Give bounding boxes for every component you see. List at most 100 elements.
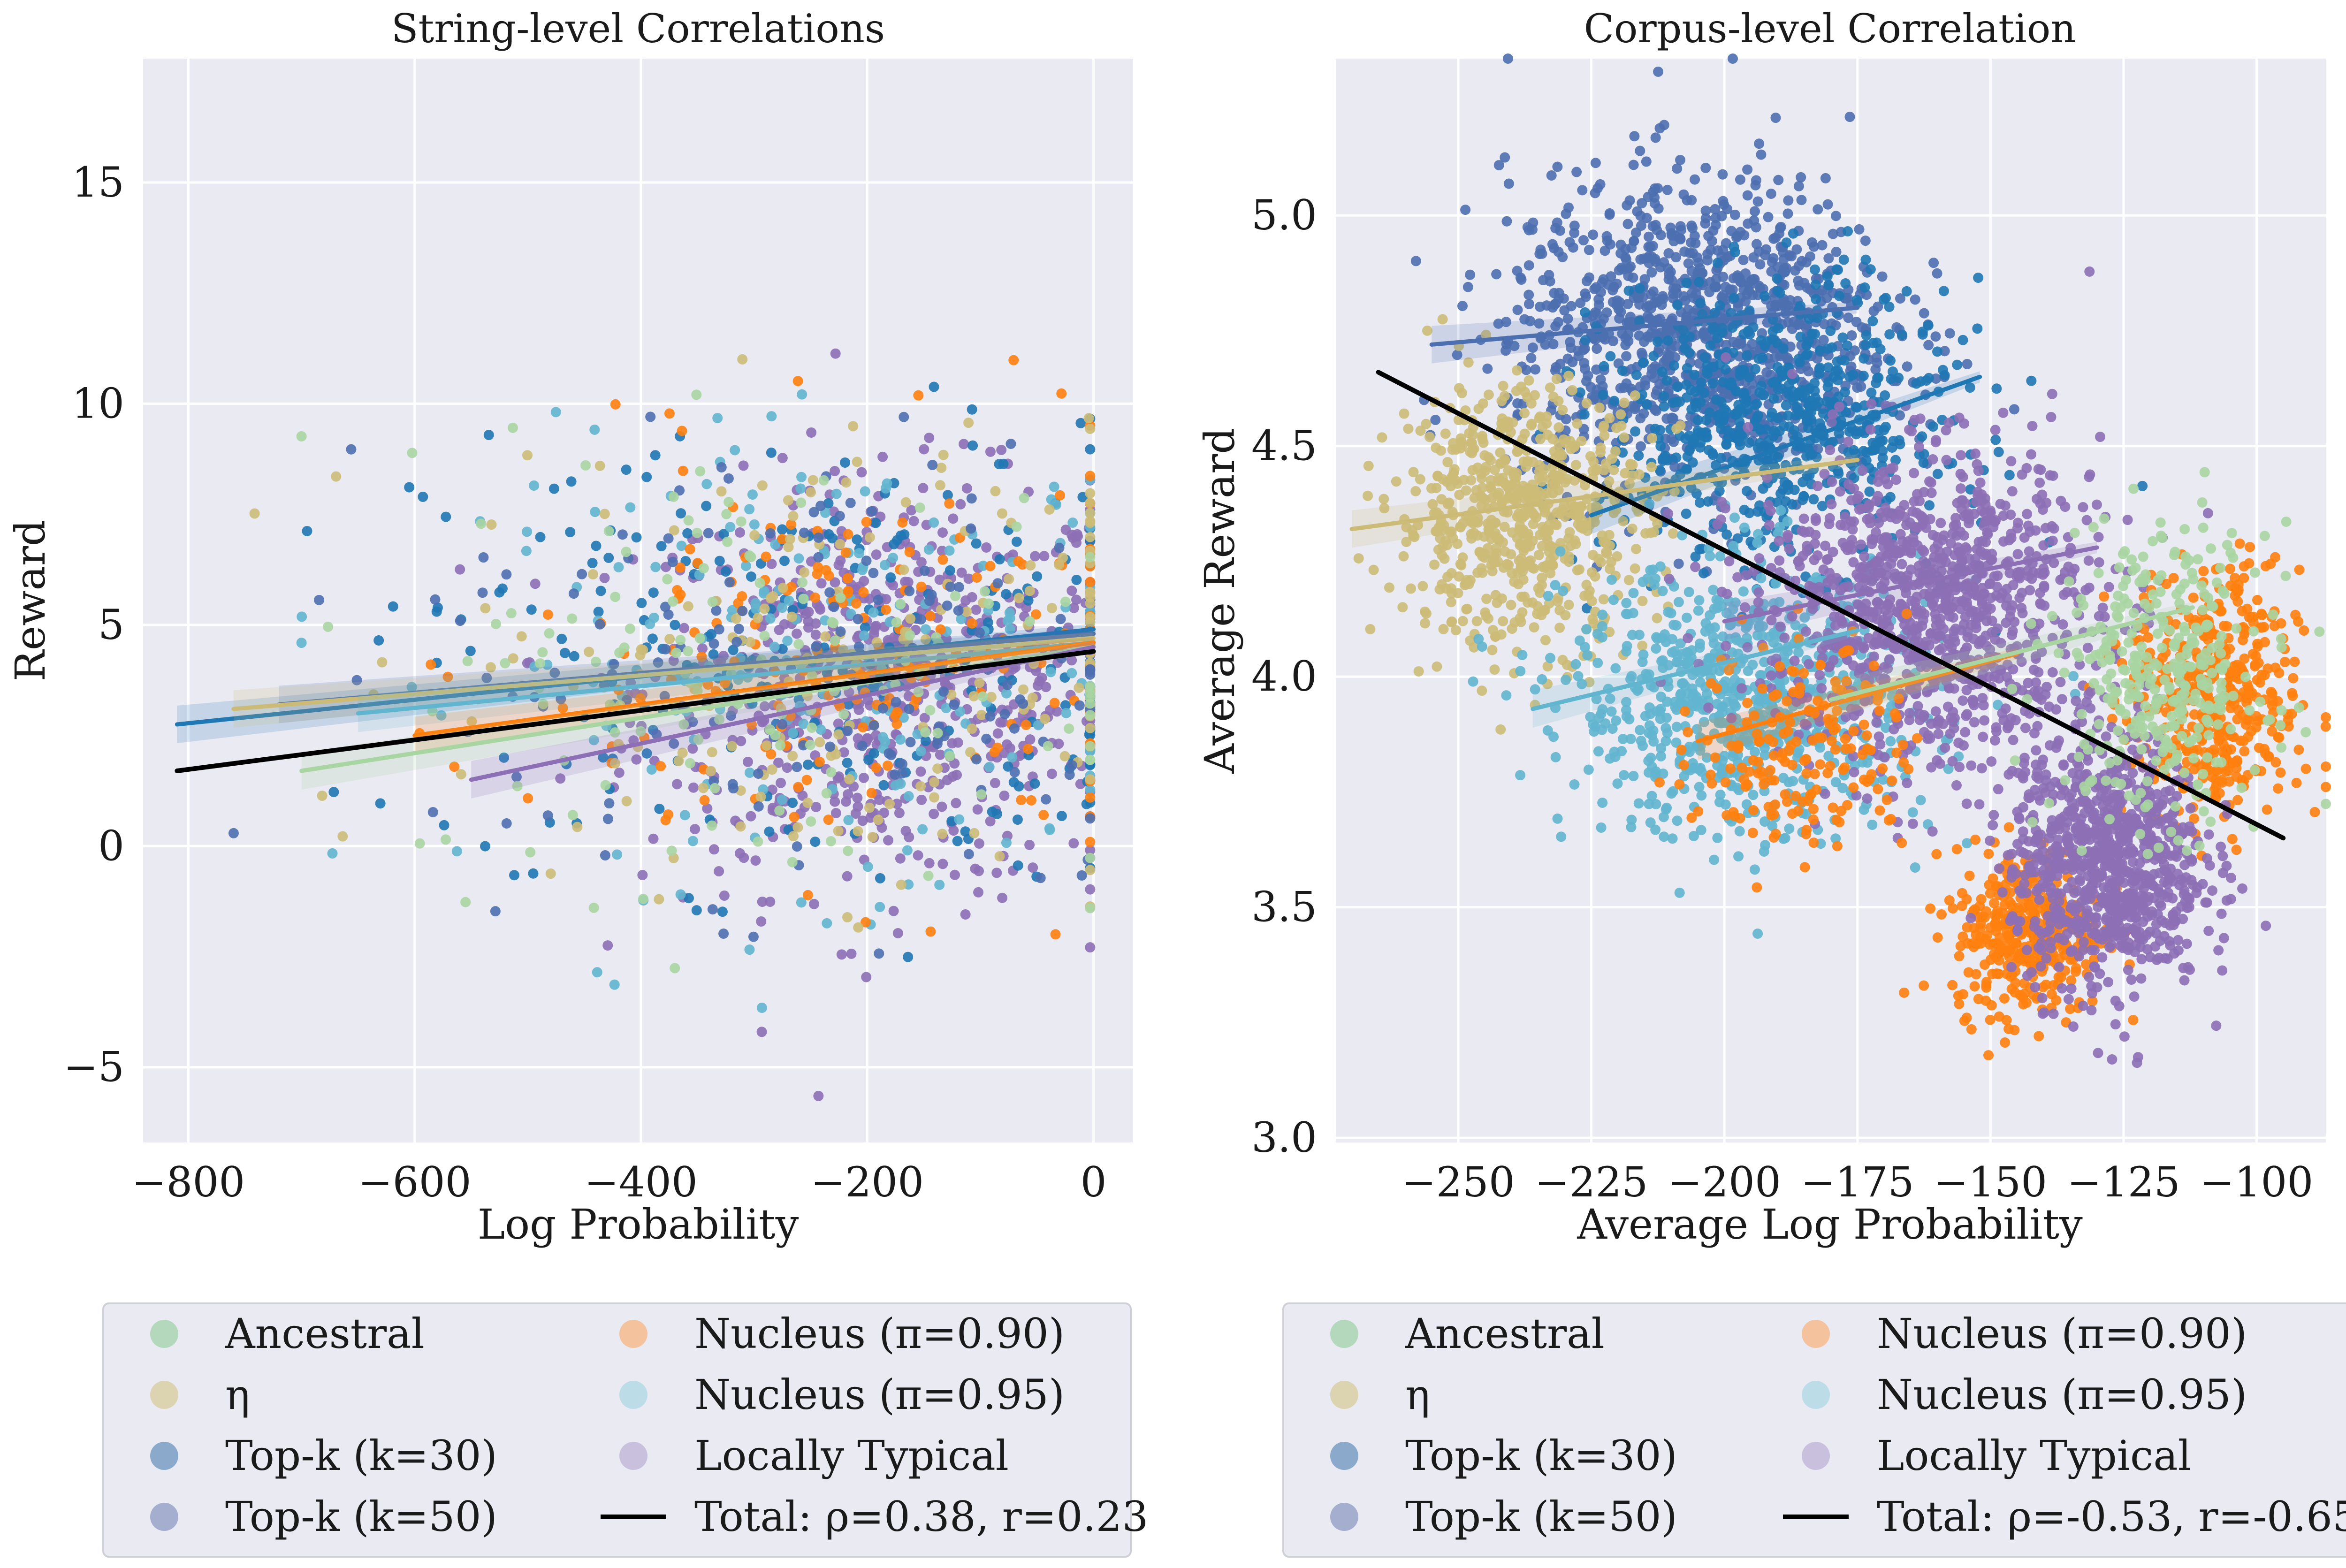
point-top-k-k-30 xyxy=(641,472,652,482)
point-nucleus-0-90 xyxy=(664,408,675,419)
point- xyxy=(1537,421,1548,432)
point-top-k-k-30 xyxy=(1886,373,1897,384)
point-nucleus-0-90 xyxy=(677,426,687,436)
point-locally-typical xyxy=(981,542,992,553)
point-top-k-k-50 xyxy=(1563,202,1574,213)
point-locally-typical xyxy=(974,866,984,876)
point-top-k-k-30 xyxy=(556,633,567,644)
point-top-k-k-50 xyxy=(971,754,982,765)
point-nucleus-0-90 xyxy=(737,591,747,601)
point-nucleus-0-90 xyxy=(761,551,771,562)
point-top-k-k-50 xyxy=(1457,301,1468,312)
point-top-k-k-50 xyxy=(455,616,465,626)
point-locally-typical xyxy=(900,577,911,587)
point-ancestral xyxy=(1024,616,1035,627)
point- xyxy=(1526,420,1537,431)
point-top-k-k-50 xyxy=(1584,244,1594,255)
point-top-k-k-30 xyxy=(1609,396,1620,406)
point- xyxy=(1466,475,1477,486)
point-ancestral xyxy=(944,751,955,761)
point-locally-typical xyxy=(934,574,945,585)
point-ancestral xyxy=(619,642,630,653)
point-nucleus-0-90 xyxy=(992,742,1003,753)
point-locally-typical xyxy=(1085,942,1096,953)
point-top-k-k-50 xyxy=(873,594,884,605)
point-locally-typical xyxy=(734,848,745,859)
point-top-k-k-30 xyxy=(1834,290,1845,301)
point-top-k-k-30 xyxy=(701,501,712,511)
point-nucleus-0-95 xyxy=(1635,725,1645,736)
point-nucleus-0-95 xyxy=(1733,851,1744,862)
point-locally-typical xyxy=(908,516,919,526)
point-top-k-k-30 xyxy=(1761,424,1772,435)
point-nucleus-0-95 xyxy=(592,967,602,978)
point- xyxy=(1426,483,1437,494)
point-nucleus-0-95 xyxy=(1693,605,1704,616)
point-ancestral xyxy=(707,596,718,607)
point-nucleus-0-95 xyxy=(777,794,787,805)
point-top-k-k-50 xyxy=(1923,340,1934,350)
point-top-k-k-30 xyxy=(1695,298,1706,309)
point-top-k-k-30 xyxy=(1721,439,1732,450)
point- xyxy=(1511,468,1522,479)
point-top-k-k-30 xyxy=(1623,285,1634,296)
point-top-k-k-30 xyxy=(1758,483,1768,494)
point-top-k-k-50 xyxy=(478,552,489,563)
point-top-k-k-30 xyxy=(621,464,632,475)
point-top-k-k-30 xyxy=(714,556,725,566)
point-nucleus-0-95 xyxy=(1709,854,1720,865)
point- xyxy=(1575,522,1586,533)
point-top-k-k-50 xyxy=(1055,614,1066,624)
point-nucleus-0-95 xyxy=(923,544,934,555)
point-top-k-k-50 xyxy=(1877,271,1888,282)
point-top-k-k-30 xyxy=(1659,401,1669,412)
point-top-k-k-30 xyxy=(842,757,853,768)
point- xyxy=(1612,551,1622,562)
point- xyxy=(884,799,895,809)
point-ancestral xyxy=(843,845,853,856)
point-top-k-k-30 xyxy=(1766,411,1777,422)
point-top-k-k-50 xyxy=(924,595,935,606)
point- xyxy=(1085,598,1096,609)
point-nucleus-0-90 xyxy=(858,587,869,598)
point- xyxy=(1085,723,1096,733)
point-ancestral xyxy=(1085,853,1096,863)
point-locally-typical xyxy=(871,549,882,560)
point-top-k-k-50 xyxy=(1802,282,1813,293)
point-nucleus-0-95 xyxy=(1651,643,1661,654)
point- xyxy=(635,650,646,661)
point-nucleus-0-90 xyxy=(881,604,891,615)
point-top-k-k-50 xyxy=(1085,664,1096,675)
point-nucleus-0-90 xyxy=(883,760,893,771)
point-nucleus-0-95 xyxy=(1066,668,1077,678)
point-top-k-k-50 xyxy=(1740,296,1751,307)
left-x-tick-label: −200 xyxy=(810,1158,924,1206)
point- xyxy=(1625,460,1636,471)
point-locally-typical xyxy=(924,858,935,868)
point-locally-typical xyxy=(602,940,613,951)
point-top-k-k-30 xyxy=(1867,316,1878,327)
point-nucleus-0-95 xyxy=(1694,595,1705,606)
point-top-k-k-30 xyxy=(1707,378,1718,389)
point-top-k-k-50 xyxy=(1516,274,1527,285)
point-ancestral xyxy=(797,577,808,588)
point-nucleus-0-95 xyxy=(1659,831,1669,842)
point-top-k-k-30 xyxy=(1684,347,1695,358)
point-nucleus-0-95 xyxy=(1686,645,1697,656)
point-locally-typical xyxy=(777,453,788,464)
point-locally-typical xyxy=(1046,769,1057,779)
point-locally-typical xyxy=(929,808,939,819)
point- xyxy=(1457,616,1468,626)
point-nucleus-0-95 xyxy=(730,445,740,456)
point- xyxy=(1570,460,1581,471)
point-locally-typical xyxy=(816,578,827,589)
point-ancestral xyxy=(759,631,770,641)
point-nucleus-0-95 xyxy=(1550,752,1561,762)
point-top-k-k-50 xyxy=(753,768,764,779)
point-ancestral xyxy=(567,810,578,821)
point- xyxy=(1469,443,1479,454)
point-ancestral xyxy=(460,897,471,907)
point-top-k-k-30 xyxy=(404,482,415,493)
point-top-k-k-30 xyxy=(1767,326,1778,337)
point-top-k-k-30 xyxy=(720,566,731,577)
